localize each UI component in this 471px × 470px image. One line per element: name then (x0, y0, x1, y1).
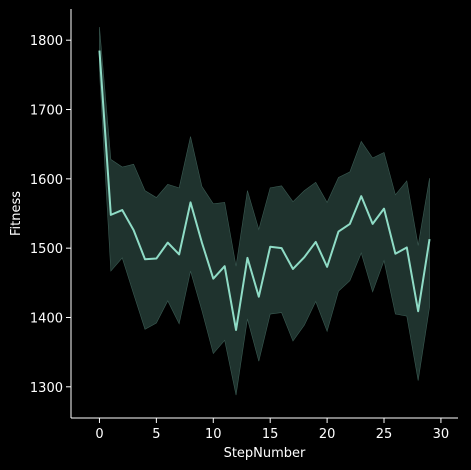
data-point (212, 278, 214, 280)
data-point (110, 214, 112, 216)
y-tick-label: 1800 (30, 34, 63, 49)
data-point (315, 241, 317, 243)
data-point (337, 231, 339, 233)
data-point (155, 258, 157, 260)
data-point (98, 50, 100, 52)
y-tick-label: 1300 (30, 381, 63, 396)
x-axis-label: StepNumber (224, 446, 306, 461)
x-tick-label: 0 (95, 427, 103, 442)
data-point (190, 201, 192, 203)
y-tick-label: 1700 (30, 104, 63, 119)
x-tick-label: 15 (262, 427, 279, 442)
series-line-layer (98, 50, 431, 331)
data-point (144, 258, 146, 260)
data-point (349, 223, 351, 225)
data-point (121, 209, 123, 211)
data-point (133, 229, 135, 231)
confidence-band (99, 26, 430, 396)
data-point (224, 265, 226, 267)
y-tick-label: 1400 (30, 311, 63, 326)
data-point (258, 296, 260, 298)
data-point (235, 329, 237, 331)
x-tick-label: 10 (205, 427, 222, 442)
y-axis-label: Fitness (9, 191, 24, 236)
data-point (269, 246, 271, 248)
data-point (429, 238, 431, 240)
y-tick-label: 1600 (30, 173, 63, 188)
axes: 0 5 10 15 20 25 30 1300 1400 1500 1600 1700 1800 (30, 9, 458, 442)
confidence-band-layer (99, 26, 430, 396)
x-tick-label: 20 (319, 427, 336, 442)
data-point (383, 208, 385, 210)
x-tick-label: 5 (152, 427, 160, 442)
data-point (372, 223, 374, 225)
data-point (201, 242, 203, 244)
data-point (303, 256, 305, 258)
data-point (394, 253, 396, 255)
data-point (281, 247, 283, 249)
series-line (98, 50, 431, 331)
data-point (326, 266, 328, 268)
data-point (417, 310, 419, 312)
y-tick-label: 1500 (30, 242, 63, 257)
data-point (292, 268, 294, 270)
x-tick-label: 30 (433, 427, 450, 442)
x-tick-label: 25 (376, 427, 393, 442)
data-point (178, 253, 180, 255)
data-point (246, 257, 248, 259)
data-point (167, 242, 169, 244)
data-point (360, 195, 362, 197)
data-point (406, 246, 408, 248)
